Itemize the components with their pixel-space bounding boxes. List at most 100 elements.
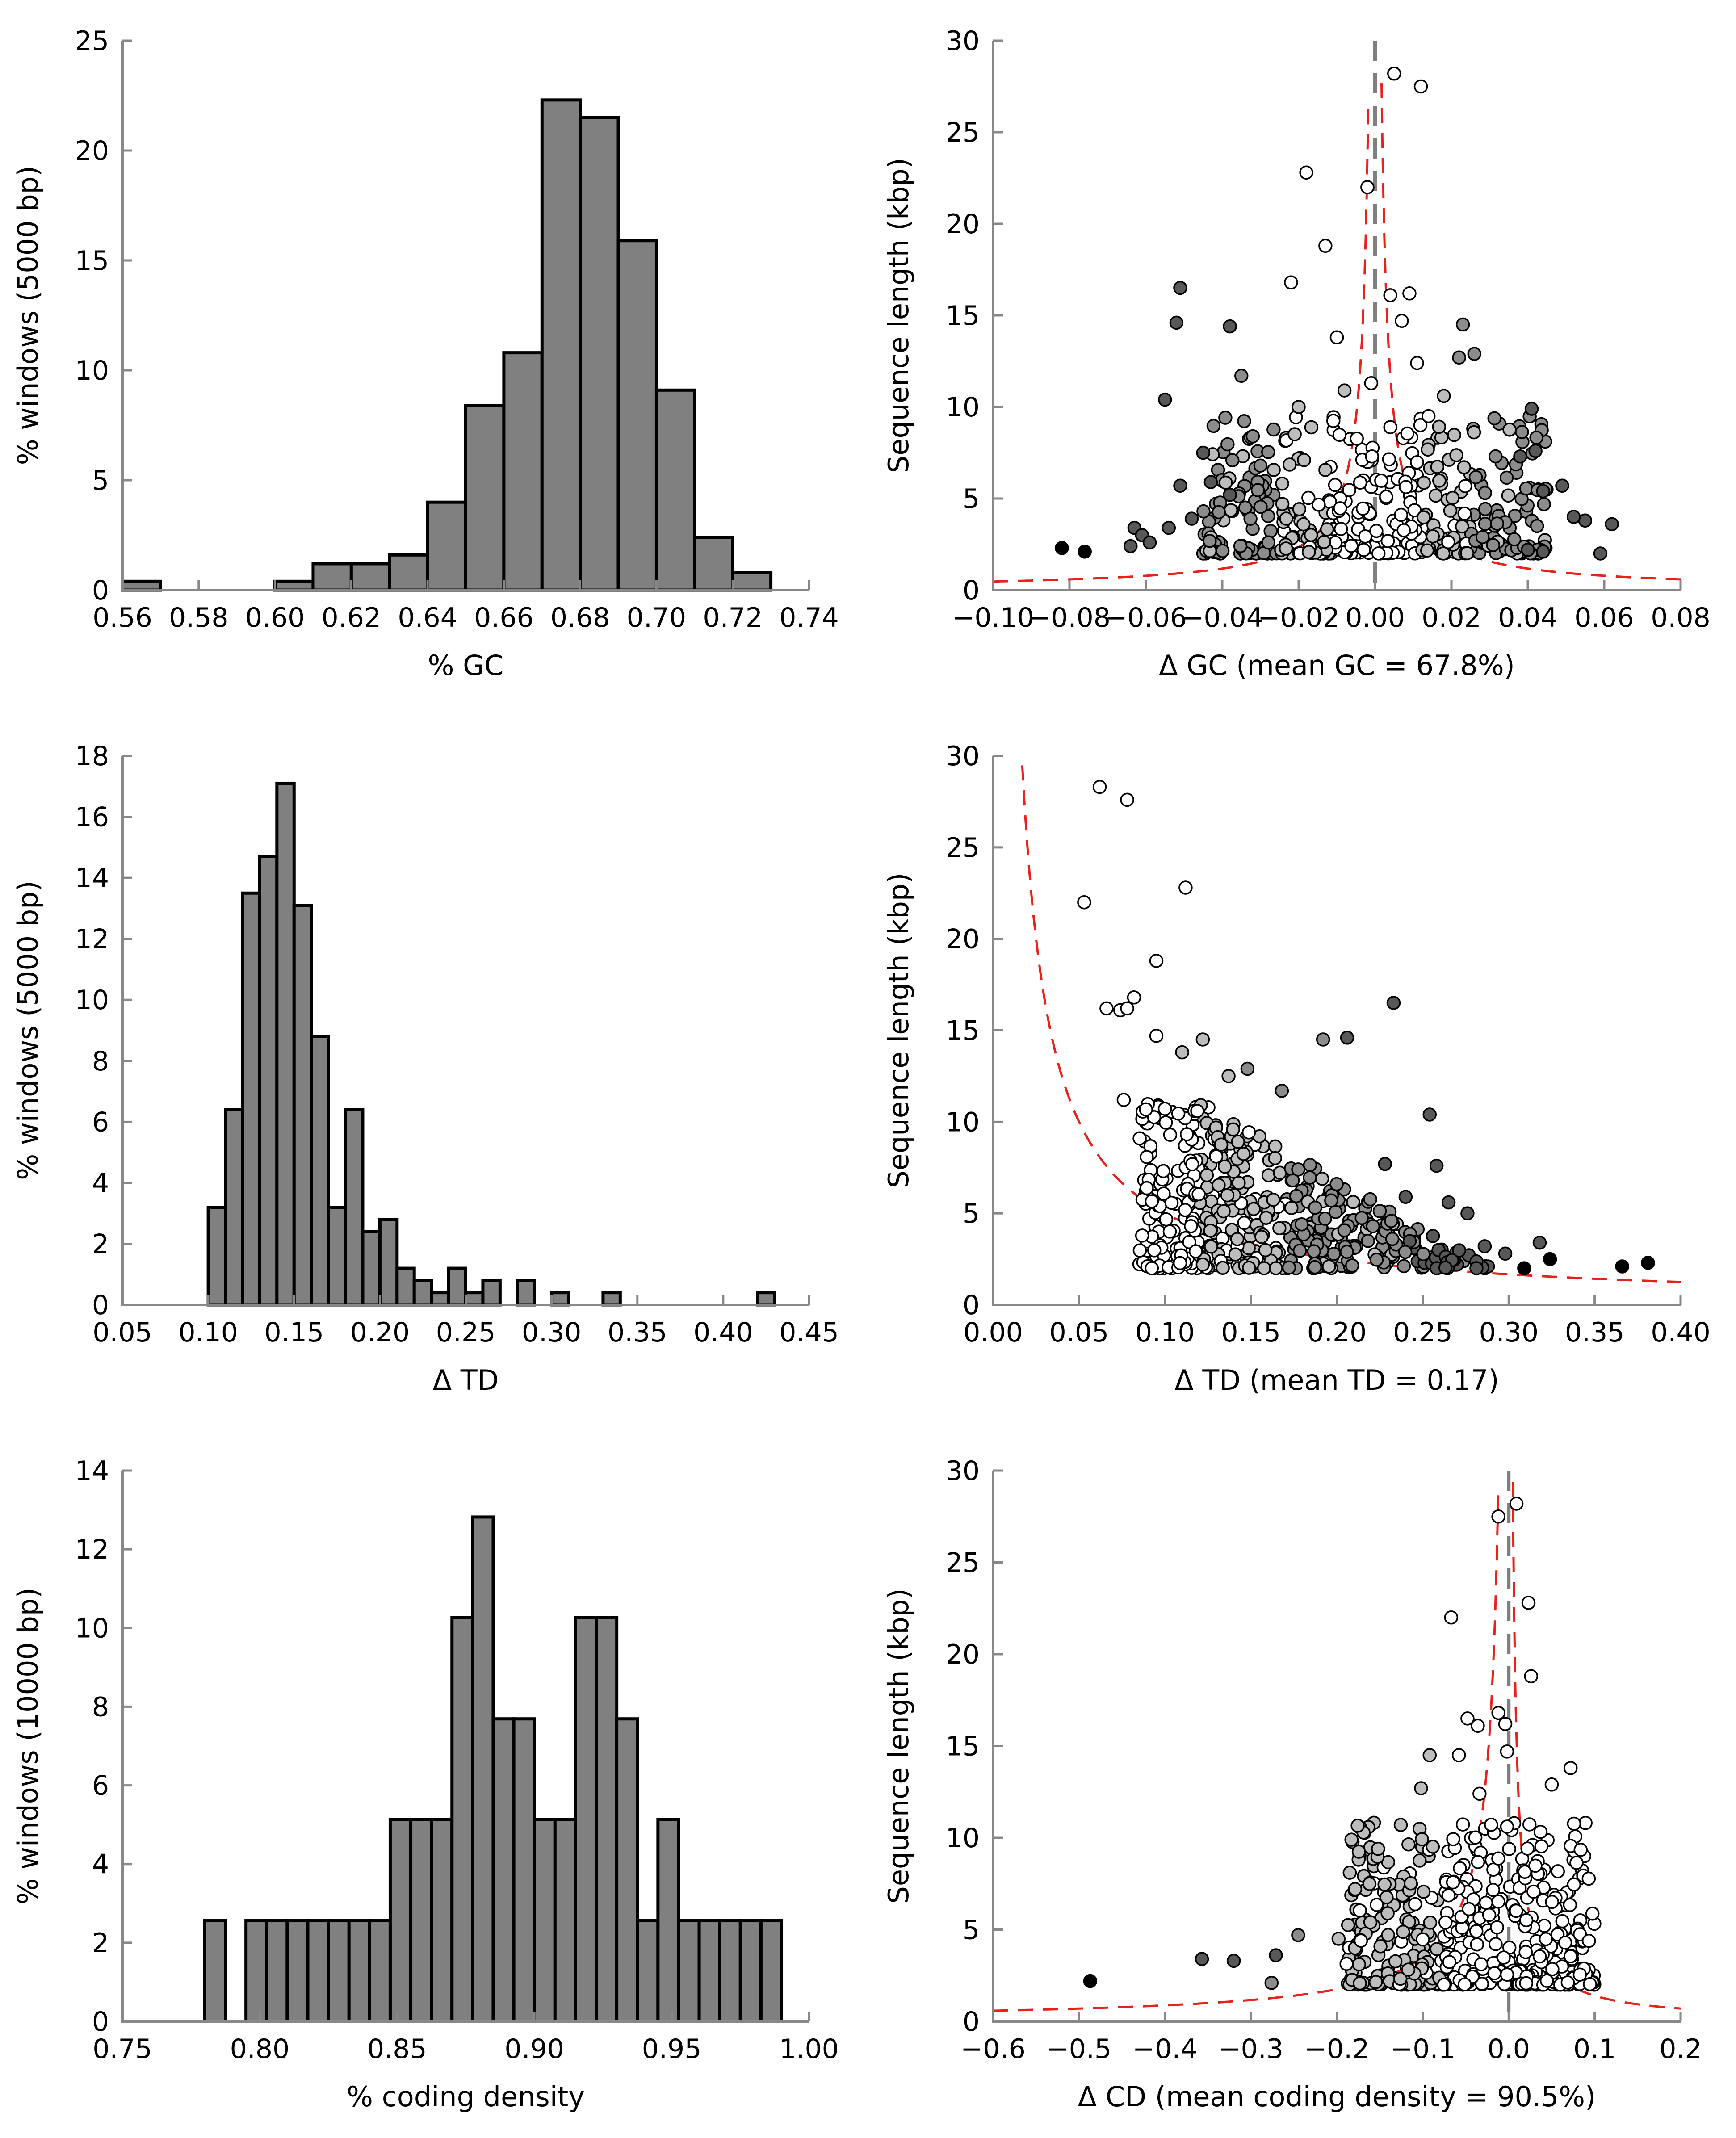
scatter-point <box>1203 1224 1218 1238</box>
scatter-point <box>1145 1261 1159 1275</box>
scatter-point <box>1254 1230 1269 1244</box>
histogram-bar <box>241 891 261 1307</box>
scatter-point <box>1462 1902 1476 1916</box>
scatter-point <box>1393 1971 1408 1986</box>
scatter-point <box>1458 479 1472 493</box>
scatter-point <box>1352 1957 1366 1972</box>
scatter-point <box>1173 1256 1187 1270</box>
y-tick-label: 30 <box>946 741 980 772</box>
scatter-point <box>1055 541 1069 555</box>
y-tick-label: 2 <box>92 1928 109 1959</box>
histogram-bar <box>388 1818 413 2023</box>
scatter-point <box>1204 1240 1218 1254</box>
histogram-bar <box>409 1818 433 2023</box>
scatter-point <box>1513 449 1527 464</box>
scatter-point <box>1415 1832 1429 1847</box>
scatter-point <box>1578 1816 1593 1830</box>
scatter-point <box>1127 990 1141 1005</box>
scatter-point <box>1163 1128 1178 1142</box>
x-axis-label: Δ TD (mean TD = 0.17) <box>1174 1364 1499 1396</box>
scatter-point <box>1530 519 1544 533</box>
scatter-point <box>1324 1193 1338 1208</box>
scatter-point <box>1219 475 1233 490</box>
histogram-bar <box>738 1919 763 2023</box>
scatter-point <box>1268 1151 1282 1165</box>
x-tick-label: −0.2 <box>1304 2033 1370 2065</box>
scatter-point <box>1567 1816 1581 1831</box>
x-tick-label: 0.60 <box>245 602 305 633</box>
y-tick-label: 6 <box>92 1107 109 1138</box>
y-tick-label: 10 <box>75 355 109 386</box>
scatter-point <box>1417 510 1431 524</box>
scatter-point <box>1246 1202 1261 1216</box>
scatter-point <box>1479 1895 1493 1910</box>
scatter-point <box>1303 1170 1317 1185</box>
scatter-point <box>1206 419 1221 433</box>
scatter-point <box>1478 502 1493 516</box>
y-tick-label: 20 <box>946 924 980 955</box>
scatter-point <box>1564 1949 1578 1963</box>
scatter-point <box>1499 470 1514 485</box>
histogram-bar <box>306 1919 330 2023</box>
scatter-point <box>1478 486 1492 500</box>
y-tick-label: 20 <box>946 209 980 240</box>
scatter-point <box>1410 455 1424 470</box>
scatter-point <box>1346 1195 1360 1209</box>
y-tick-label: 0 <box>963 575 980 606</box>
scatter-point <box>1266 1192 1280 1207</box>
scatter-point <box>1283 457 1297 472</box>
scatter-point <box>1268 1139 1283 1154</box>
scatter-point <box>1158 392 1172 407</box>
scatter-point <box>1536 545 1550 559</box>
x-tick-label: −0.5 <box>1047 2033 1112 2065</box>
scatter-point <box>1447 428 1461 442</box>
scatter-point <box>1551 1864 1565 1878</box>
scatter-point <box>1173 281 1187 295</box>
x-tick-label: 0.06 <box>1574 602 1634 633</box>
scatter-point <box>1337 383 1352 398</box>
y-axis-label: % windows (10000 bp) <box>12 1588 44 1905</box>
scatter-point <box>1449 448 1463 462</box>
scatter-point <box>1237 414 1251 428</box>
x-tick-label: 0.0 <box>1488 2033 1530 2065</box>
histogram-bar <box>224 1108 244 1307</box>
scatter-point <box>1116 1093 1131 1107</box>
histogram-bar <box>553 1818 577 2023</box>
scatter-point <box>1291 1162 1305 1177</box>
histogram-bar <box>616 239 658 592</box>
scatter-point <box>1333 522 1348 536</box>
scatter-point <box>1498 1246 1513 1261</box>
scatter-point <box>1216 1261 1230 1275</box>
scatter-point <box>1124 539 1138 553</box>
x-tick-label: −0.08 <box>1028 602 1111 633</box>
scatter-point <box>1460 546 1474 561</box>
histogram-bar <box>412 1279 433 1307</box>
histogram-bar <box>206 1206 227 1307</box>
x-tick-label: 0.2 <box>1659 2033 1702 2065</box>
x-tick-label: 0.15 <box>1221 1317 1281 1348</box>
histogram-bar <box>430 1291 450 1307</box>
td-histogram: 0.05 0.10 0.15 0.20 0.25 0.30 0.35 0.40 0.45 0 2 4 6… <box>12 741 839 1396</box>
scatter-point <box>1269 1261 1283 1275</box>
scatter-point <box>1264 1975 1279 1990</box>
histogram-bar <box>601 1291 622 1307</box>
scatter-point <box>1362 1877 1377 1891</box>
scatter-point <box>1237 1216 1251 1230</box>
scatter-point <box>1502 422 1517 437</box>
scatter-point <box>1469 1261 1484 1275</box>
histogram-bar <box>378 1218 399 1307</box>
histogram-bar <box>430 1818 454 2023</box>
scatter-point <box>1524 402 1539 416</box>
scatter-point <box>1261 1168 1276 1182</box>
scatter-point <box>1521 1596 1536 1610</box>
scatter-point <box>1344 539 1359 553</box>
y-tick-label: 5 <box>963 1915 980 1946</box>
scatter-point <box>1322 1259 1336 1274</box>
scatter-point <box>1234 369 1249 383</box>
scatter-point <box>1521 543 1535 557</box>
scatter-point <box>1331 1932 1346 1946</box>
scatter-point <box>1140 1181 1154 1195</box>
scatter-point <box>1308 1260 1322 1274</box>
scatter-point <box>1220 1188 1235 1203</box>
scatter-point <box>1132 1243 1147 1258</box>
